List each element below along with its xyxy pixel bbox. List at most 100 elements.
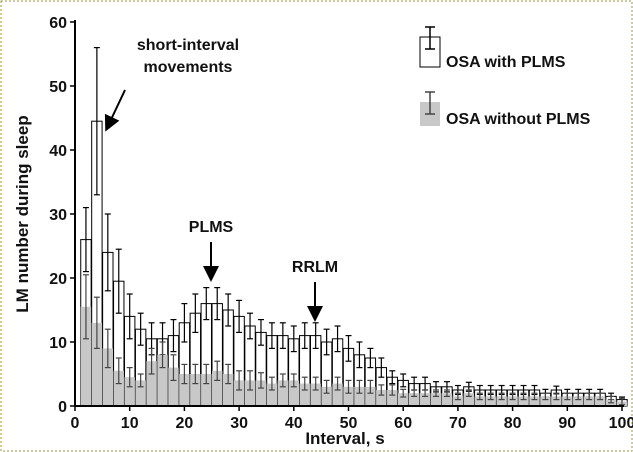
error-bar — [247, 312, 254, 340]
y-tick-label: 50 — [49, 79, 67, 96]
x-axis-label: Interval, s — [305, 429, 384, 448]
x-tick-label: 90 — [558, 415, 576, 432]
bar — [573, 396, 584, 406]
error-bar — [214, 360, 221, 381]
bar — [583, 396, 595, 406]
bar — [146, 361, 157, 406]
legend-label: OSA with PLMS — [446, 54, 566, 71]
x-tick-label: 80 — [504, 415, 522, 432]
error-bar — [367, 379, 374, 394]
error-bar — [345, 379, 352, 394]
annotation: short-interval — [137, 37, 239, 54]
x-tick-label: 60 — [394, 415, 412, 432]
error-bar — [356, 341, 363, 369]
error-bar — [345, 335, 352, 362]
error-bar — [411, 389, 418, 397]
error-bar — [93, 46, 100, 196]
error-bar — [575, 392, 582, 401]
error-bar — [159, 341, 166, 369]
error-bar — [126, 293, 133, 340]
error-bar — [476, 392, 483, 401]
error-bar — [542, 392, 549, 401]
error-bar — [367, 347, 374, 369]
error-bar — [433, 389, 440, 397]
x-tick-label: 70 — [449, 415, 467, 432]
bar — [135, 380, 146, 406]
bar — [562, 396, 573, 406]
error-bar — [236, 370, 243, 391]
bar — [507, 396, 518, 406]
error-bar — [443, 389, 450, 397]
error-bar — [225, 363, 232, 385]
error-bar — [170, 354, 177, 381]
error-bar — [378, 384, 385, 396]
bar — [376, 390, 387, 406]
bar — [190, 374, 201, 406]
error-bar — [104, 328, 111, 369]
x-tick-label: 0 — [71, 415, 80, 432]
error-bar — [279, 322, 286, 349]
error-bar — [115, 357, 122, 385]
error-bar — [115, 248, 122, 314]
bar — [463, 393, 475, 406]
error-bar — [323, 328, 330, 356]
bar — [80, 306, 92, 406]
error-bar — [509, 392, 516, 401]
bar — [354, 386, 365, 406]
y-tick-label: 60 — [49, 15, 67, 32]
x-tick-label: 10 — [121, 415, 139, 432]
bar — [474, 396, 485, 406]
y-tick-label: 40 — [49, 143, 67, 160]
error-bar — [126, 367, 133, 388]
error-bar — [82, 274, 89, 340]
bar — [179, 374, 190, 406]
bar — [244, 380, 256, 406]
error-bar — [334, 325, 341, 353]
error-bar — [203, 287, 210, 321]
bar — [408, 393, 420, 406]
bar — [288, 380, 299, 406]
error-bar — [400, 388, 407, 398]
error-bar — [104, 213, 111, 292]
x-tick-label: 40 — [285, 415, 303, 432]
bar — [365, 386, 376, 406]
error-bar — [323, 379, 330, 394]
bar — [387, 390, 398, 406]
legend-label: OSA without PLMS — [446, 111, 591, 128]
error-bar — [608, 395, 615, 404]
y-tick-label: 30 — [49, 207, 67, 224]
bar — [222, 374, 234, 406]
error-bar — [181, 363, 188, 385]
bar — [419, 393, 431, 406]
bar — [113, 370, 124, 406]
bar — [398, 393, 409, 406]
error-bar — [553, 392, 560, 401]
y-axis-label: LM number during sleep — [13, 115, 32, 312]
error-bar — [597, 392, 604, 401]
error-bar — [214, 287, 221, 321]
annotation: PLMS — [189, 219, 234, 236]
bar — [212, 370, 223, 406]
bar — [332, 383, 343, 406]
error-bar — [334, 376, 341, 391]
error-bar — [389, 370, 396, 385]
error-bar — [268, 322, 275, 349]
bar — [233, 380, 245, 406]
y-tick-label: 20 — [49, 271, 67, 288]
error-bar — [498, 392, 505, 401]
error-bar — [356, 379, 363, 394]
x-tick-label: 50 — [340, 415, 358, 432]
error-bar — [290, 373, 297, 388]
error-bar — [192, 293, 199, 333]
error-bar — [257, 372, 264, 389]
y-tick-label: 10 — [49, 335, 67, 352]
error-bar — [137, 312, 144, 346]
error-bar — [93, 296, 100, 349]
error-bar — [400, 373, 407, 388]
y-tick-label: 0 — [58, 399, 67, 416]
bar — [430, 393, 442, 406]
bar — [529, 396, 540, 406]
error-bar — [619, 397, 625, 406]
